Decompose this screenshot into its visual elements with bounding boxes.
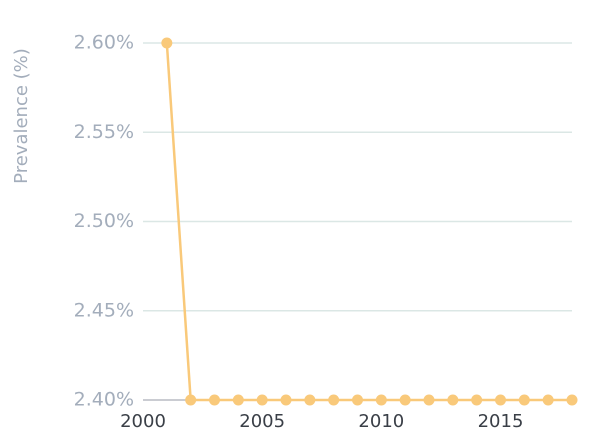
gridlines — [143, 42, 572, 401]
y-axis-label: Prevalence (%) — [11, 48, 32, 184]
data-point[interactable] — [566, 394, 578, 406]
data-point[interactable] — [328, 394, 340, 406]
data-point[interactable] — [399, 394, 411, 406]
y-tick-label: 2.40% — [74, 389, 134, 411]
data-point[interactable] — [280, 394, 292, 406]
data-point[interactable] — [209, 394, 220, 406]
x-tick-label: 2005 — [239, 411, 285, 432]
y-axis-ticks: 2.40% 2.45% 2.50% 2.55% 2.60% — [74, 32, 134, 411]
data-point[interactable] — [375, 394, 387, 406]
data-point[interactable] — [185, 394, 197, 406]
x-tick-label: 2010 — [358, 411, 404, 432]
x-axis-ticks: 2000 2005 2010 2015 — [120, 411, 523, 432]
data-point[interactable] — [447, 394, 459, 406]
data-point[interactable] — [256, 394, 268, 406]
data-point[interactable] — [161, 37, 173, 49]
data-point[interactable] — [423, 394, 435, 406]
y-tick-label: 2.50% — [74, 210, 134, 232]
x-tick-label: 2015 — [478, 411, 524, 432]
data-point[interactable] — [495, 394, 506, 406]
data-point[interactable] — [304, 394, 316, 406]
y-tick-label: 2.60% — [74, 32, 134, 54]
data-point[interactable] — [352, 394, 363, 406]
data-point[interactable] — [471, 394, 483, 406]
series-group — [161, 37, 578, 406]
data-point[interactable] — [518, 394, 530, 406]
x-tick-label: 2000 — [120, 411, 166, 432]
data-point[interactable] — [542, 394, 554, 406]
y-tick-label: 2.55% — [74, 121, 134, 143]
y-tick-label: 2.45% — [74, 299, 134, 321]
data-point[interactable] — [232, 394, 244, 406]
